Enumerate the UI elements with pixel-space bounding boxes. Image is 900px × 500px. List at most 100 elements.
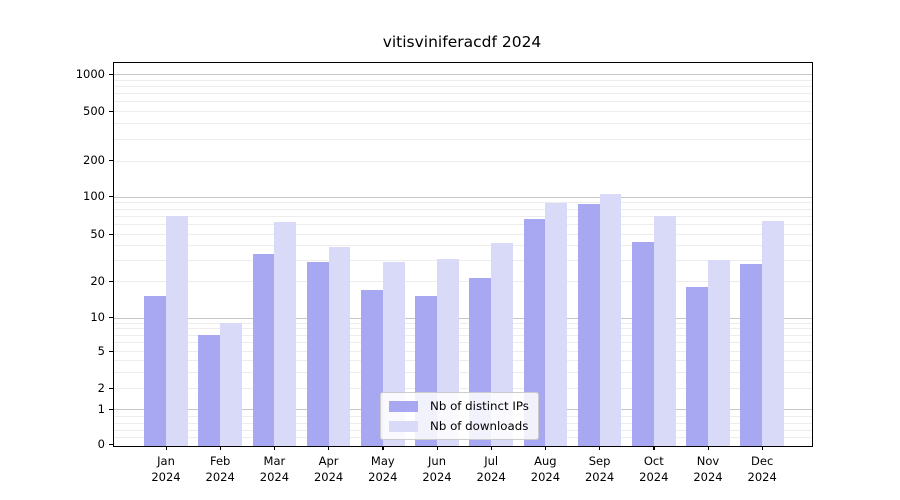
y-tick-label: 20 (90, 273, 105, 288)
bar-distinct-ips-sep (577, 204, 600, 446)
bar-downloads-feb (220, 322, 242, 446)
gridline-minor (114, 245, 812, 247)
gridline-minor (114, 334, 812, 336)
y-tick-mark (109, 73, 113, 76)
gridline-minor (114, 388, 812, 389)
bar-downloads-mar (274, 222, 297, 446)
x-tick-label: Aug 2024 (530, 454, 561, 484)
gridline-minor (114, 360, 812, 361)
gridline-major (114, 196, 812, 198)
x-tick-mark (273, 446, 276, 450)
chart-title: vitisviniferacdf 2024 (382, 33, 542, 51)
x-tick-mark (165, 446, 167, 450)
x-tick-mark (490, 446, 492, 450)
gridline-minor (114, 328, 812, 330)
legend-item-distinct-ips: Nb of distinct IPs (389, 398, 529, 414)
bar-downloads-oct (653, 215, 676, 446)
y-tick-mark (109, 443, 113, 445)
bar-downloads-dec (762, 221, 784, 446)
gridline-minor (114, 215, 812, 217)
x-tick-label: Sep 2024 (584, 454, 615, 484)
bar-downloads-aug (545, 202, 568, 446)
x-tick-label: Dec 2024 (747, 454, 777, 484)
gridline-minor (114, 160, 812, 162)
y-tick-label: 200 (83, 153, 105, 167)
x-tick-label: Apr 2024 (313, 454, 344, 484)
bar-downloads-apr (328, 246, 351, 446)
legend-item-downloads: Nb of downloads (389, 418, 529, 434)
x-tick-mark (436, 446, 438, 450)
x-tick-mark (599, 446, 601, 450)
bar-downloads-nov (708, 260, 730, 446)
gridline-minor (114, 371, 812, 373)
legend-label-downloads: Nb of downloads (430, 419, 529, 433)
gridline-minor (114, 351, 812, 352)
bar-downloads-sep (599, 193, 622, 446)
y-tick-label: 5 (97, 343, 105, 358)
bar-distinct-ips-jan (144, 296, 166, 446)
legend: Nb of distinct IPs Nb of downloads (380, 392, 539, 440)
x-tick-mark (219, 446, 221, 450)
x-tick-label: Jan 2024 (151, 454, 181, 484)
bar-distinct-ips-apr (306, 261, 329, 446)
gridline-minor (114, 208, 812, 210)
y-tick-label: 100 (83, 189, 105, 203)
y-tick-mark (109, 160, 113, 162)
x-tick-mark (328, 446, 330, 450)
y-tick-label: 1000 (75, 66, 105, 81)
bar-downloads-jan (166, 215, 188, 446)
x-tick-mark (544, 446, 547, 450)
legend-label-distinct-ips: Nb of distinct IPs (430, 399, 529, 413)
x-tick-label: Mar 2024 (259, 454, 290, 484)
y-tick-label: 1 (97, 401, 105, 416)
y-tick-label: 10 (90, 310, 105, 325)
y-tick-mark (109, 196, 113, 198)
bar-distinct-ips-dec (740, 263, 763, 446)
gridline-minor (114, 202, 812, 204)
gridline-minor (114, 234, 812, 235)
y-tick-label: 500 (83, 103, 105, 118)
gridline-minor (114, 111, 812, 112)
y-tick-mark (109, 317, 113, 319)
gridline-minor (114, 79, 812, 81)
gridline-minor (114, 123, 812, 125)
gridline-minor (114, 260, 812, 262)
bar-distinct-ips-nov (686, 286, 708, 446)
gridline-minor (114, 101, 812, 103)
x-tick-mark (761, 446, 763, 450)
x-tick-label: Nov 2024 (693, 454, 723, 484)
gridline-minor (114, 281, 812, 282)
x-tick-label: Jun 2024 (422, 454, 452, 484)
bar-distinct-ips-feb (198, 334, 221, 446)
bar-distinct-ips-mar (252, 253, 275, 446)
y-tick-mark (109, 387, 113, 389)
y-tick-mark (109, 110, 113, 112)
y-tick-label: 0 (97, 436, 105, 451)
bar-distinct-ips-oct (632, 241, 654, 446)
gridline-major (114, 317, 812, 319)
legend-swatch-downloads (389, 420, 418, 432)
y-tick-mark (109, 350, 113, 352)
x-tick-label: Feb 2024 (205, 454, 235, 484)
y-tick-label: 2 (97, 380, 105, 395)
y-tick-mark (109, 280, 113, 282)
y-tick-mark (109, 233, 113, 235)
x-tick-mark (653, 446, 655, 450)
bar-distinct-ips-may (361, 289, 383, 446)
x-tick-label: Jul 2024 (476, 454, 506, 484)
x-tick-label: May 2024 (368, 454, 398, 484)
gridline-minor (114, 138, 812, 140)
x-tick-label: Oct 2024 (639, 454, 669, 484)
plot-area: 0 1 2 5 10 20 50 100 200 500 1000 Jan 2024 Feb 2024 Ma… (76, 62, 813, 484)
x-tick-mark (382, 446, 384, 450)
bar-distinct-ips-aug (523, 218, 546, 446)
gridline-minor (114, 224, 812, 226)
gridline-major (114, 74, 812, 76)
y-tick-mark (109, 408, 113, 411)
gridline-minor (114, 342, 812, 344)
y-tick-label: 50 (90, 226, 105, 241)
gridline-minor (114, 93, 812, 95)
gridline-minor (114, 322, 812, 324)
legend-swatch-distinct-ips (389, 400, 418, 412)
